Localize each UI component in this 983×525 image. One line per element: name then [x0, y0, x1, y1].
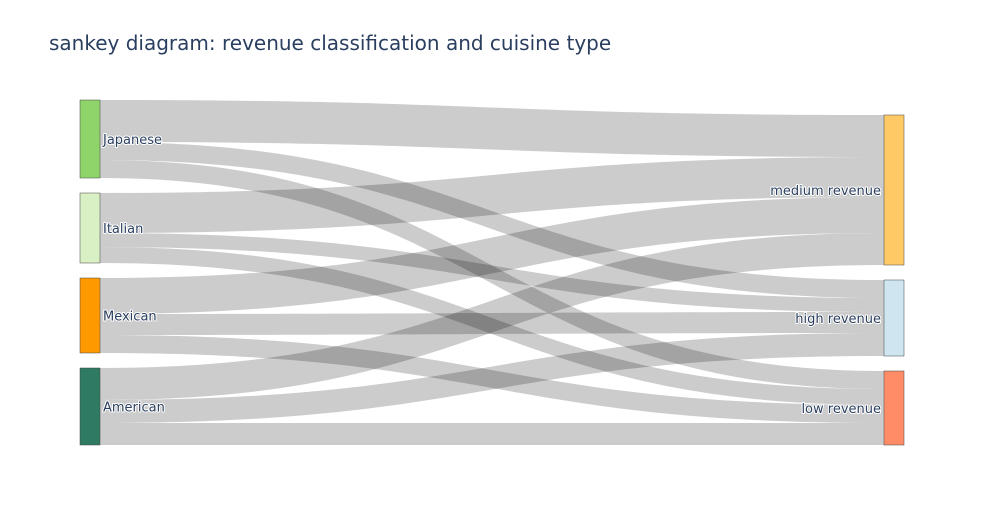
link-japanese-to-high-revenue[interactable] — [100, 142, 884, 298]
link-american-to-high-revenue[interactable] — [100, 333, 884, 423]
node-japanese[interactable] — [79, 99, 101, 179]
node-label-italian: Italian — [103, 222, 143, 237]
node-label-low-revenue: low revenue — [801, 402, 881, 417]
node-mexican[interactable] — [79, 277, 101, 354]
link-japanese-to-medium-revenue[interactable] — [100, 100, 884, 157]
link-mexican-to-low-revenue[interactable] — [100, 335, 884, 423]
node-high-revenue[interactable] — [883, 279, 905, 357]
link-italian-to-medium-revenue[interactable] — [100, 157, 884, 233]
node-label-japanese: Japanese — [102, 133, 162, 148]
labels-layer: Japanese Italian Mexican American medium rev… — [101, 132, 882, 418]
node-label-american: American — [103, 401, 165, 416]
link-italian-to-high-revenue[interactable] — [100, 233, 884, 312]
link-american-to-medium-revenue[interactable] — [100, 233, 884, 400]
link-american-to-low-revenue[interactable] — [100, 423, 884, 445]
link-mexican-to-medium-revenue[interactable] — [100, 197, 884, 314]
node-low-revenue[interactable] — [883, 370, 905, 446]
node-medium-revenue[interactable] — [883, 114, 905, 266]
nodes-layer — [79, 99, 905, 446]
node-label-medium-revenue: medium revenue — [770, 184, 881, 199]
node-label-high-revenue: high revenue — [795, 312, 881, 327]
link-japanese-to-low-revenue[interactable] — [100, 160, 884, 389]
node-label-mexican: Mexican — [103, 310, 157, 325]
node-american[interactable] — [79, 367, 101, 446]
links-layer — [100, 100, 884, 445]
link-mexican-to-high-revenue[interactable] — [100, 312, 884, 335]
chart-title: sankey diagram: revenue classification a… — [49, 31, 611, 55]
link-italian-to-low-revenue[interactable] — [100, 247, 884, 405]
node-italian[interactable] — [79, 192, 101, 264]
